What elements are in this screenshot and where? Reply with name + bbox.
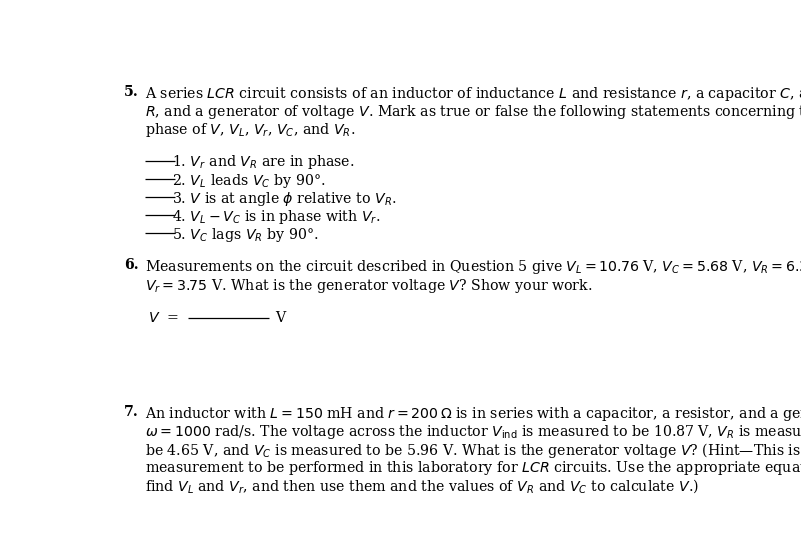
Text: $V$  =: $V$ = (148, 311, 179, 325)
Text: A series $LCR$ circuit consists of an inductor of inductance $L$ and resistance : A series $LCR$ circuit consists of an in… (145, 85, 801, 103)
Text: $V_r = 3.75$ V. What is the generator voltage $V$? Show your work.: $V_r = 3.75$ V. What is the generator vo… (145, 277, 593, 295)
Text: find $V_L$ and $V_r$, and then use them and the values of $V_R$ and $V_C$ to cal: find $V_L$ and $V_r$, and then use them … (145, 477, 698, 495)
Text: 1. $V_r$ and $V_R$ are in phase.: 1. $V_r$ and $V_R$ are in phase. (171, 153, 354, 171)
Text: 7.: 7. (123, 405, 139, 418)
Text: An inductor with $L = 150$ mH and $r = 200\,\Omega$ is in series with a capacito: An inductor with $L = 150$ mH and $r = 2… (145, 405, 801, 423)
Text: $R$, and a generator of voltage $V$. Mark as true or false the following stateme: $R$, and a generator of voltage $V$. Mar… (145, 103, 801, 121)
Text: 2. $V_L$ leads $V_C$ by 90°.: 2. $V_L$ leads $V_C$ by 90°. (171, 172, 325, 189)
Text: 6.: 6. (123, 259, 139, 272)
Text: 4. $V_L - V_C$ is in phase with $V_r$.: 4. $V_L - V_C$ is in phase with $V_r$. (171, 208, 380, 226)
Text: V: V (276, 311, 285, 325)
Text: phase of $V$, $V_L$, $V_r$, $V_C$, and $V_R$.: phase of $V$, $V_L$, $V_r$, $V_C$, and $… (145, 121, 355, 139)
Text: $\omega = 1000$ rad/s. The voltage across the inductor $V_\mathrm{ind}$ is measu: $\omega = 1000$ rad/s. The voltage acros… (145, 423, 801, 441)
Text: 5. $V_C$ lags $V_R$ by 90°.: 5. $V_C$ lags $V_R$ by 90°. (171, 226, 318, 244)
Text: be 4.65 V, and $V_C$ is measured to be 5.96 V. What is the generator voltage $V$: be 4.65 V, and $V_C$ is measured to be 5… (145, 441, 801, 460)
Text: 5.: 5. (123, 85, 139, 98)
Text: Measurements on the circuit described in Question 5 give $V_L = 10.76$ V, $V_C =: Measurements on the circuit described in… (145, 259, 801, 276)
Text: measurement to be performed in this laboratory for $LCR$ circuits. Use the appro: measurement to be performed in this labo… (145, 459, 801, 477)
Text: 3. $V$ is at angle $\phi$ relative to $V_R$.: 3. $V$ is at angle $\phi$ relative to $V… (171, 190, 396, 208)
